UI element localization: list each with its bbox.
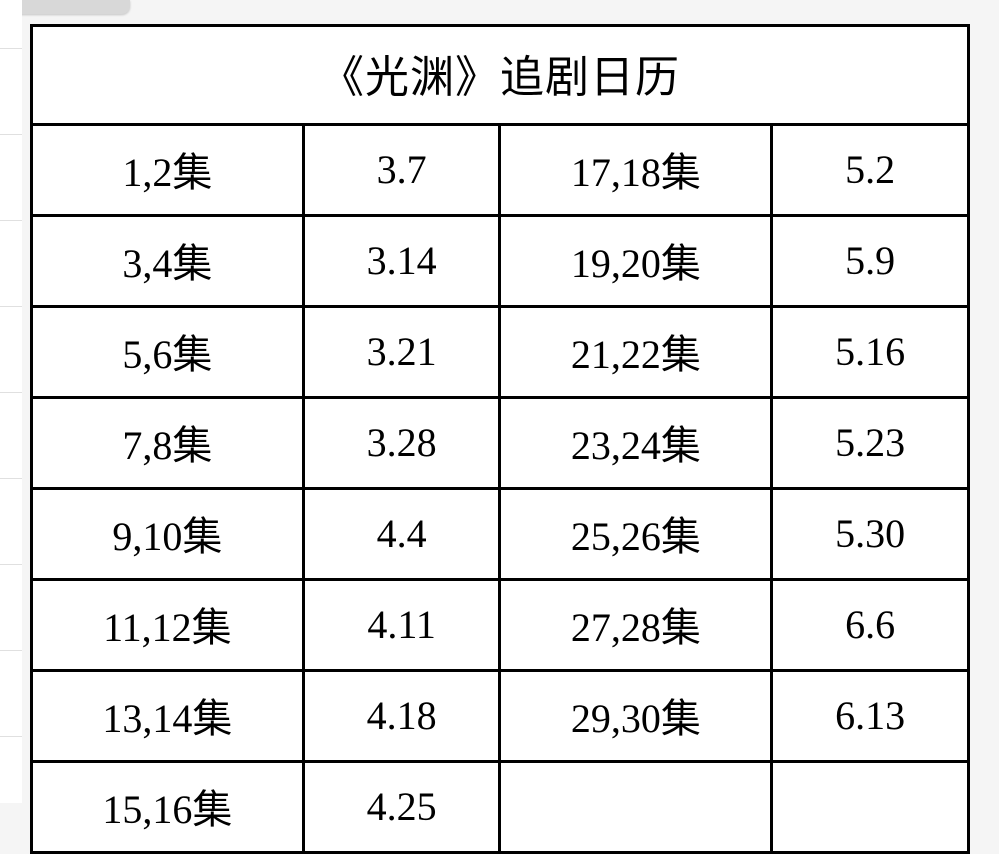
episode-cell: 23,24集 [500, 398, 772, 489]
table-title: 《光渊》追剧日历 [32, 26, 969, 125]
episode-cell: 17,18集 [500, 125, 772, 216]
table-row: 3,4集3.1419,20集5.9 [32, 216, 969, 307]
gridline [0, 306, 22, 307]
date-cell: 5.30 [772, 489, 969, 580]
table-row: 9,10集4.425,26集5.30 [32, 489, 969, 580]
episode-cell: 3,4集 [32, 216, 304, 307]
calendar-table-container: 《光渊》追剧日历 1,2集3.717,18集5.23,4集3.1419,20集5… [30, 24, 970, 854]
date-cell: 3.21 [303, 307, 500, 398]
episode-cell: 29,30集 [500, 671, 772, 762]
date-cell: 5.2 [772, 125, 969, 216]
table-header-row: 《光渊》追剧日历 [32, 26, 969, 125]
date-cell: 4.18 [303, 671, 500, 762]
episode-cell: 5,6集 [32, 307, 304, 398]
gridline [0, 392, 22, 393]
episode-cell [500, 762, 772, 853]
gridline [0, 220, 22, 221]
episode-cell: 1,2集 [32, 125, 304, 216]
table-row: 11,12集4.1127,28集6.6 [32, 580, 969, 671]
date-cell: 5.16 [772, 307, 969, 398]
episode-cell: 15,16集 [32, 762, 304, 853]
episode-cell: 9,10集 [32, 489, 304, 580]
episode-cell: 27,28集 [500, 580, 772, 671]
gridline [0, 478, 22, 479]
date-cell: 3.14 [303, 216, 500, 307]
calendar-table: 《光渊》追剧日历 1,2集3.717,18集5.23,4集3.1419,20集5… [30, 24, 970, 854]
episode-cell: 19,20集 [500, 216, 772, 307]
date-cell: 6.13 [772, 671, 969, 762]
date-cell: 4.11 [303, 580, 500, 671]
spreadsheet-left-edge [0, 0, 22, 803]
date-cell: 3.28 [303, 398, 500, 489]
gridline [0, 564, 22, 565]
episode-cell: 7,8集 [32, 398, 304, 489]
episode-cell: 25,26集 [500, 489, 772, 580]
table-row: 1,2集3.717,18集5.2 [32, 125, 969, 216]
date-cell [772, 762, 969, 853]
date-cell: 5.23 [772, 398, 969, 489]
date-cell: 5.9 [772, 216, 969, 307]
gridline [0, 736, 22, 737]
gridline [0, 48, 22, 49]
table-row: 13,14集4.1829,30集6.13 [32, 671, 969, 762]
table-row: 15,16集4.25 [32, 762, 969, 853]
table-row: 7,8集3.2823,24集5.23 [32, 398, 969, 489]
date-cell: 4.25 [303, 762, 500, 853]
episode-cell: 11,12集 [32, 580, 304, 671]
gridline [0, 650, 22, 651]
table-row: 5,6集3.2121,22集5.16 [32, 307, 969, 398]
gridline [0, 134, 22, 135]
date-cell: 4.4 [303, 489, 500, 580]
date-cell: 3.7 [303, 125, 500, 216]
episode-cell: 21,22集 [500, 307, 772, 398]
date-cell: 6.6 [772, 580, 969, 671]
episode-cell: 13,14集 [32, 671, 304, 762]
